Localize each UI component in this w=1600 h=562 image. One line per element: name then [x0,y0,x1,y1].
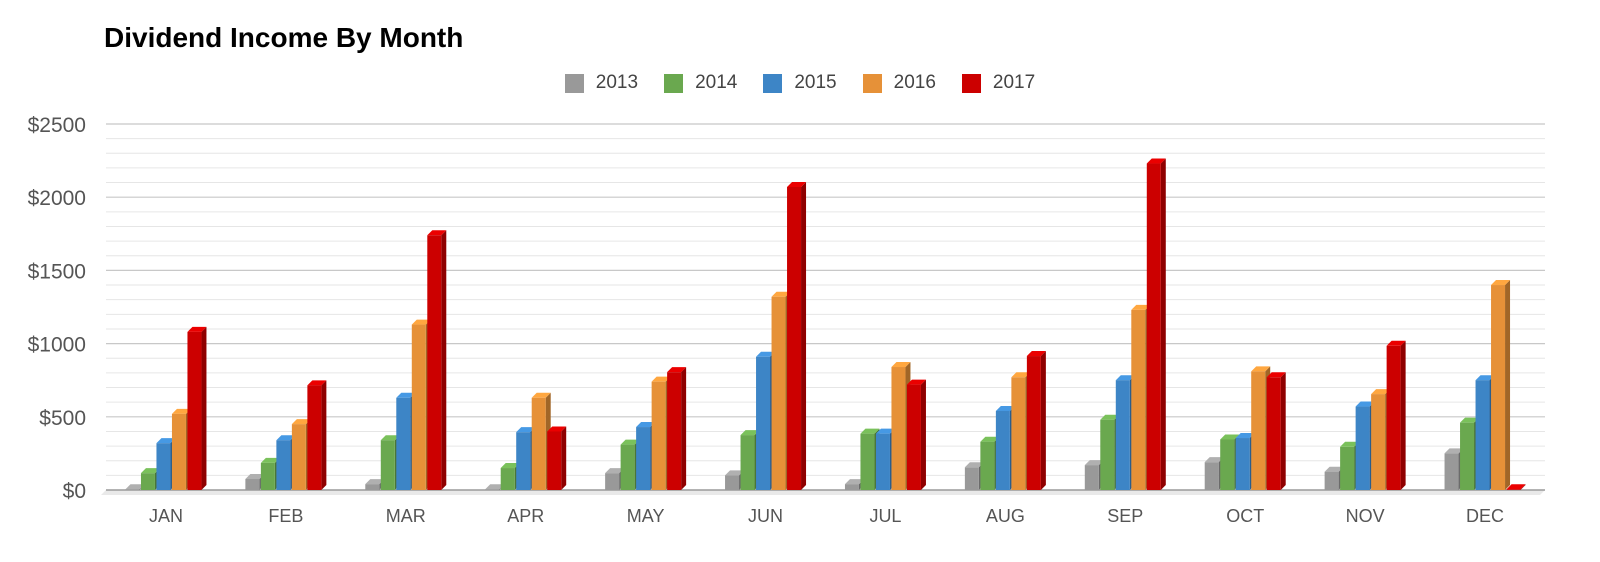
legend-item-2014: 2014 [664,72,737,94]
x-tick-label: JAN [149,506,183,526]
chart-title: Dividend Income By Month [104,22,464,53]
chart-floor [101,490,1545,495]
legend-swatch [664,73,684,93]
x-tick-label: DEC [1466,506,1504,526]
legend-item-2013: 2013 [564,72,639,94]
bar-aug-2017 [1026,351,1046,490]
bar-sep-2017 [1146,158,1166,490]
bar-oct-2017 [1266,372,1286,490]
y-tick-label: $1000 [28,334,86,357]
x-tick-label: APR [507,506,544,526]
legend-swatch [862,73,882,93]
x-tick-label: SEP [1107,506,1143,526]
x-tick-label: NOV [1346,506,1385,526]
legend-item-2015: 2015 [763,72,837,94]
legend-label: 2016 [893,72,936,93]
bar-mar-2017 [427,230,447,490]
y-tick-label: $500 [39,407,86,430]
legend-item-2017: 2017 [961,72,1036,94]
legend-label: 2013 [595,72,639,93]
bar-dec-2017 [1506,484,1526,490]
y-tick-label: $0 [63,480,86,503]
bar-jan-2017 [187,326,207,490]
x-tick-label: FEB [268,506,303,526]
y-tick-label: $2500 [28,114,86,137]
x-tick-label: AUG [986,506,1025,526]
legend-swatch [961,73,981,93]
y-tick-label: $1500 [28,260,86,283]
bar-apr-2017 [547,426,567,490]
bar-jun-2017 [787,181,807,490]
y-tick-label: $2000 [28,187,86,210]
x-tick-label: MAY [627,506,665,526]
legend-swatch [564,73,584,93]
bar-may-2017 [667,367,687,490]
x-tick-label: JUN [748,506,783,526]
bar-oct-2016 [1251,366,1271,490]
legend: 2013 2014 2015 2016 2017 [0,72,1600,94]
bar-dec-2016 [1491,280,1511,490]
x-tick-label: JUL [869,506,901,526]
bar-feb-2017 [307,380,327,490]
bar-nov-2017 [1386,340,1406,490]
legend-item-2016: 2016 [862,72,936,94]
legend-label: 2017 [992,72,1036,93]
legend-swatch [763,73,783,93]
legend-label: 2015 [794,72,837,93]
legend-label: 2014 [695,72,738,93]
x-tick-label: MAR [386,506,426,526]
x-tick-label: OCT [1226,506,1264,526]
bar-jul-2017 [906,379,926,490]
